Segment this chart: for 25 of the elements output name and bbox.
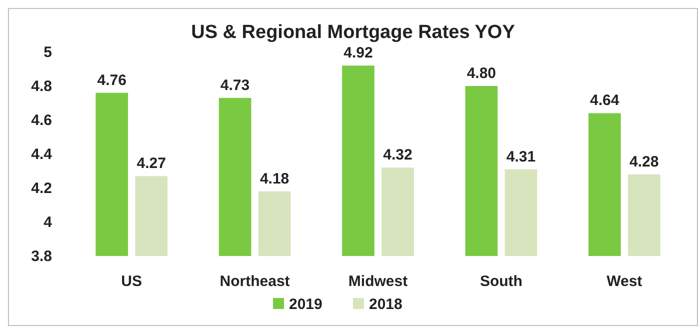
legend-label: 2019	[289, 296, 322, 313]
x-tick-label: West	[606, 273, 642, 290]
y-tick-label: 3.8	[31, 248, 52, 265]
x-tick-label: South	[480, 273, 522, 290]
chart-title: US & Regional Mortgage Rates YOY	[191, 22, 516, 43]
y-tick-label: 5	[44, 44, 52, 61]
data-label: 4.27	[136, 155, 166, 172]
data-label: 4.76	[97, 72, 126, 89]
data-label: 4.80	[466, 65, 496, 82]
y-tick-label: 4.8	[31, 78, 52, 95]
x-tick-label: Northeast	[220, 273, 290, 290]
data-label: 4.28	[630, 153, 659, 170]
y-tick-label: 4.2	[31, 180, 52, 197]
data-label: 4.18	[260, 170, 290, 188]
data-label: 4.31	[506, 148, 536, 166]
x-tick-label: US	[121, 273, 142, 290]
y-tick-label: 4.6	[31, 112, 52, 129]
data-label: 4.64	[590, 92, 620, 110]
data-label: 4.73	[220, 76, 250, 94]
data-label: 4.32	[383, 146, 412, 164]
x-tick-label: Midwest	[348, 273, 408, 290]
legend-label: 2018	[369, 296, 402, 313]
y-tick-label: 4.4	[31, 146, 53, 163]
data-label: 4.92	[344, 44, 373, 62]
y-tick-label: 4	[44, 214, 53, 231]
